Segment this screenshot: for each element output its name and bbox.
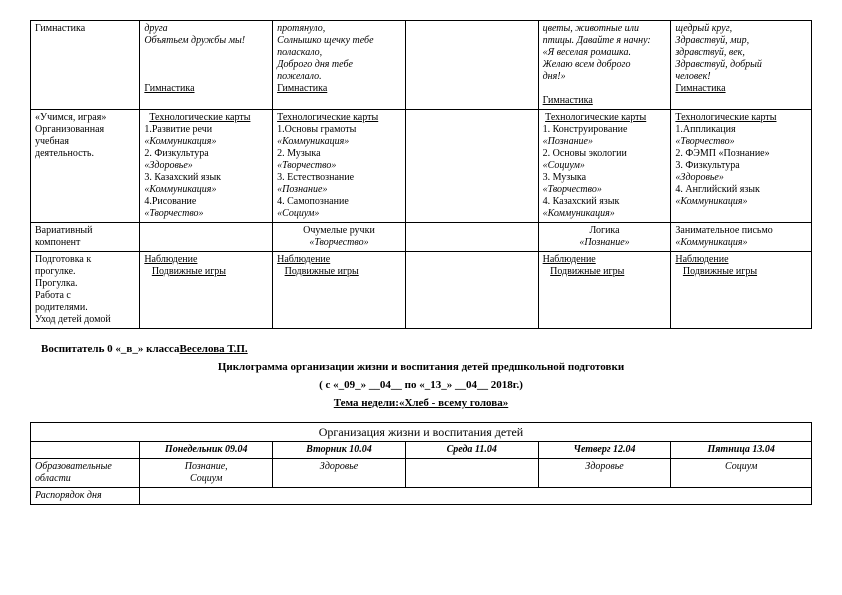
cell: Технологические карты 1.Аппликация «Твор… bbox=[671, 110, 812, 223]
cell-variative-label: Вариативный компонент bbox=[31, 223, 140, 252]
day-tue: Вторник 10.04 bbox=[273, 442, 406, 459]
cell: Технологические карты 1.Развитие речи «К… bbox=[140, 110, 273, 223]
cell: Наблюдение Подвижные игры bbox=[671, 252, 812, 329]
cell-empty bbox=[405, 223, 538, 252]
cell-walk-label: Подготовка к прогулке. Прогулка. Работа … bbox=[31, 252, 140, 329]
table-row: Организация жизни и воспитания детей bbox=[31, 423, 812, 442]
cell-schedule-label: Распорядок дня bbox=[31, 488, 140, 505]
cell-gymnastics-label: Гимнастика bbox=[31, 21, 140, 110]
cell-empty bbox=[140, 488, 812, 505]
cell: Технологические карты 1. Конструирование… bbox=[538, 110, 671, 223]
cell-empty bbox=[405, 21, 538, 110]
days-row: Понедельник 09.04 Вторник 10.04 Среда 11… bbox=[31, 442, 812, 459]
cell-empty bbox=[31, 442, 140, 459]
table-row: «Учимся, играя» Организованная учебная д… bbox=[31, 110, 812, 223]
cell: Наблюдение Подвижные игры bbox=[273, 252, 406, 329]
cell-empty bbox=[405, 459, 538, 488]
cell-empty bbox=[140, 223, 273, 252]
table-row: Гимнастика друга Объятьем дружбы мы! Гим… bbox=[31, 21, 812, 110]
table-row: Распорядок дня bbox=[31, 488, 812, 505]
day-wed: Среда 11.04 bbox=[405, 442, 538, 459]
main-table: Гимнастика друга Объятьем дружбы мы! Гим… bbox=[30, 20, 812, 329]
cell: Наблюдение Подвижные игры bbox=[140, 252, 273, 329]
cell-empty bbox=[405, 110, 538, 223]
day-mon: Понедельник 09.04 bbox=[140, 442, 273, 459]
day-thu: Четверг 12.04 bbox=[538, 442, 671, 459]
cell-areas-label: Образовательные области bbox=[31, 459, 140, 488]
cell: Наблюдение Подвижные игры bbox=[538, 252, 671, 329]
cell: цветы, животные или птицы. Давайте я нач… bbox=[538, 21, 671, 110]
cell: щедрый круг, Здравствуй, мир, здравствуй… bbox=[671, 21, 812, 110]
cell: Технологические карты 1.Основы грамоты «… bbox=[273, 110, 406, 223]
cell: Здоровье bbox=[538, 459, 671, 488]
cell: Логика «Познание» bbox=[538, 223, 671, 252]
cell: Очумелые ручки «Творчество» bbox=[273, 223, 406, 252]
schedule-table: Организация жизни и воспитания детей Пон… bbox=[30, 422, 812, 505]
subjects-row: Образовательные области Познание, Социум… bbox=[31, 459, 812, 488]
caption-cell: Организация жизни и воспитания детей bbox=[31, 423, 812, 442]
table-row: Подготовка к прогулке. Прогулка. Работа … bbox=[31, 252, 812, 329]
week-theme: Тема недели:«Хлеб - всему голова» bbox=[30, 397, 812, 409]
cell: Занимательное письмо «Коммуникация» bbox=[671, 223, 812, 252]
day-fri: Пятница 13.04 bbox=[671, 442, 812, 459]
cell: Познание, Социум bbox=[140, 459, 273, 488]
cell-empty bbox=[405, 252, 538, 329]
cell: Здоровье bbox=[273, 459, 406, 488]
cell: Социум bbox=[671, 459, 812, 488]
cyclgram-heading: Циклограмма организации жизни и воспитан… bbox=[30, 361, 812, 373]
cell: друга Объятьем дружбы мы! Гимнастика bbox=[140, 21, 273, 110]
cell: протянуло, Солнышко щечку тебе поласкало… bbox=[273, 21, 406, 110]
date-range: ( с «_09_» __04__ по «_13_» __04__ 2018г… bbox=[30, 379, 812, 391]
table-row: Вариативный компонент Очумелые ручки «Тв… bbox=[31, 223, 812, 252]
teacher-line: Воспитатель 0 «_в_» классаВеселова Т.П. bbox=[30, 343, 812, 355]
cell-activity-label: «Учимся, играя» Организованная учебная д… bbox=[31, 110, 140, 223]
